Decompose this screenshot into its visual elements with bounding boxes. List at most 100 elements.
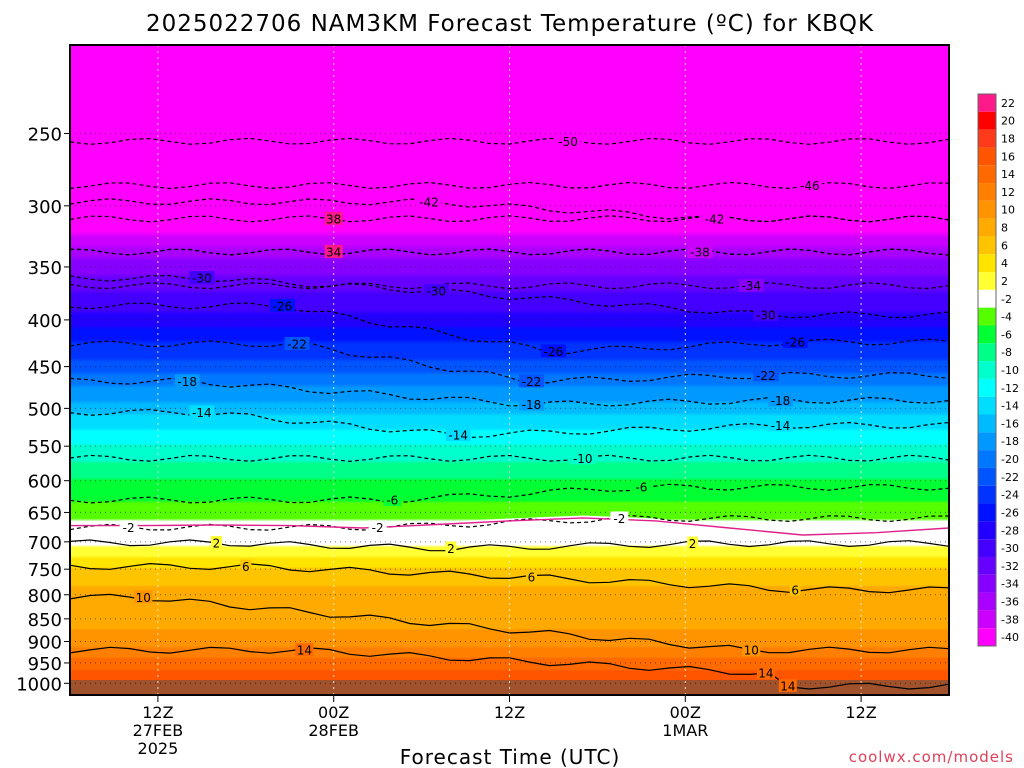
contour-label-bg	[518, 397, 544, 411]
contour-label-bg	[368, 520, 387, 534]
colorbar-frame	[977, 93, 997, 647]
contour-label: 6	[528, 571, 536, 585]
colorbar-label: -30	[1001, 542, 1019, 555]
colorbar-label: 22	[1001, 97, 1015, 110]
colorbar-label: 6	[1001, 239, 1008, 252]
contour-label-bg	[742, 643, 761, 657]
contour-label-bg	[189, 271, 215, 285]
contour-label-bg	[383, 493, 402, 507]
contour-label-bg	[445, 428, 471, 442]
contour-label: -6	[386, 494, 398, 508]
contour-label: -14	[771, 419, 791, 433]
contour-label-bg	[782, 335, 808, 349]
contour-label-bg	[753, 307, 779, 321]
freezing-line	[70, 517, 949, 536]
contour-label-bg	[768, 393, 794, 407]
colorbar-swatch	[978, 556, 996, 575]
colorbar-label: -20	[1001, 453, 1019, 466]
colorbar-swatch	[978, 94, 996, 112]
contour-label-bg	[284, 336, 310, 350]
contour-label: -30	[756, 308, 776, 322]
pressure-tick-label: 350	[28, 258, 62, 279]
contour-label: -26	[544, 345, 564, 359]
contour-label-bg	[324, 244, 343, 258]
colorbar-label: -8	[1001, 346, 1012, 359]
colorbar-swatch	[978, 485, 996, 504]
pressure-tick-label: 550	[28, 437, 62, 458]
contour-label-bg	[555, 134, 581, 148]
contour-label: -2	[123, 521, 135, 535]
contour-label: -30	[192, 272, 212, 286]
pressure-tick-label: 500	[28, 399, 62, 420]
contour-label-bg	[174, 374, 200, 388]
colorbar-swatch	[978, 521, 996, 540]
contour-label: -26	[785, 336, 805, 350]
time-tick-label: 2025	[138, 739, 179, 758]
contour-label: -18	[522, 398, 542, 412]
colorbar-swatch	[978, 236, 996, 255]
credit-text: coolwx.com/models	[849, 748, 1014, 766]
contour-label: 34	[326, 245, 341, 259]
contour-label-bg	[269, 298, 295, 312]
colorbar-label: 8	[1001, 222, 1008, 235]
time-tick-label: 00Z	[318, 703, 349, 722]
pressure-tick-label: 300	[28, 197, 62, 218]
isotherm-6	[70, 562, 949, 594]
contour-label: -2	[613, 512, 625, 526]
colorbar-label: -18	[1001, 435, 1019, 448]
isotherm-minus-30	[70, 274, 949, 319]
contour-label-bg	[738, 278, 764, 292]
contour-label-bg	[211, 535, 222, 549]
isotherm-minus-14	[70, 408, 949, 439]
contour-label: 38	[326, 212, 341, 226]
contour-label-bg	[687, 536, 699, 550]
colorbar-swatch	[978, 432, 996, 451]
colorbar-label: -26	[1001, 506, 1019, 519]
colorbar-label: -32	[1001, 560, 1019, 573]
colorbar-swatch	[978, 592, 996, 611]
colorbar-swatch	[978, 574, 996, 593]
freezing-band	[70, 515, 949, 542]
colorbar-label: -12	[1001, 382, 1019, 395]
contour-label: -46	[800, 179, 820, 193]
time-tick-label: 00Z	[670, 703, 701, 722]
contour-label: 14	[780, 680, 795, 694]
pressure-tick-label: 250	[28, 124, 62, 145]
time-tick-label: 27FEB	[133, 721, 184, 740]
contour-label-bg	[324, 211, 343, 225]
colorbar-swatch	[978, 129, 996, 148]
time-tick-label: 1MAR	[662, 721, 708, 740]
contour-label: -34	[741, 279, 761, 293]
isotherm-minus-18	[70, 377, 949, 407]
contour-label: -26	[273, 299, 293, 313]
colorbar-label: 14	[1001, 168, 1015, 181]
contour-label: -30	[426, 285, 446, 299]
isotherm-minus-6	[70, 483, 949, 504]
isotherm-minus-10	[70, 454, 949, 462]
contour-label: -22	[522, 375, 542, 389]
colorbar-swatch	[978, 503, 996, 522]
colorbar-label: 2	[1001, 275, 1008, 288]
colorbar-label: 18	[1001, 133, 1015, 146]
colorbar-label: 4	[1001, 257, 1008, 270]
contour-label-bg	[240, 559, 252, 573]
x-axis-label: Forecast Time (UTC)	[400, 745, 621, 768]
colorbar-swatch	[978, 272, 996, 290]
colorbar-swatch	[978, 218, 996, 237]
contour-label: 2	[689, 537, 697, 551]
contour-label: -10	[573, 452, 593, 466]
colorbar-swatch	[978, 200, 996, 219]
colorbar-legend: 22 20 18 16 14 12 10 8 6 4 2 -2 -4 -6 -8 -10 -12 -14 -16 -1…	[977, 93, 1019, 647]
time-tick-label: 12Z	[845, 703, 876, 722]
colorbar-swatch	[978, 183, 996, 201]
colorbar-swatch	[978, 165, 996, 184]
colorbar-swatch	[978, 467, 996, 486]
colorbar-label: -28	[1001, 524, 1019, 537]
contour-label: -42	[705, 212, 725, 226]
time-tick-label: 12Z	[494, 703, 525, 722]
pressure-tick-label: 1000	[16, 674, 62, 695]
chart-title: 2025022706 NAM3KM Forecast Temperature (…	[146, 11, 874, 37]
isotherm-minus-22	[70, 340, 949, 385]
